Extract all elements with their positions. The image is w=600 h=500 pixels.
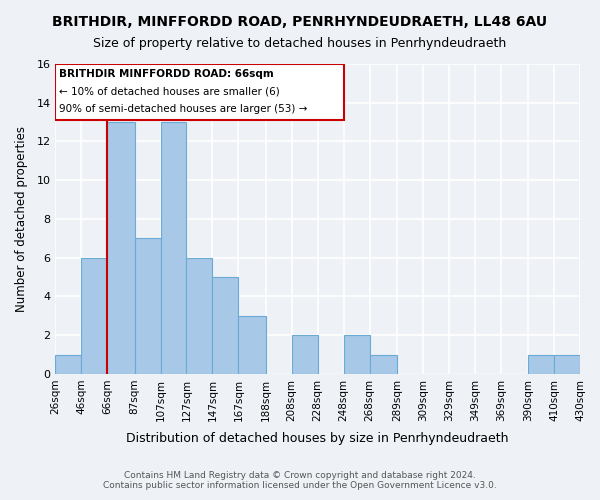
Y-axis label: Number of detached properties: Number of detached properties [15, 126, 28, 312]
Bar [528, 354, 554, 374]
Bar [212, 277, 238, 374]
Text: 90% of semi-detached houses are larger (53) →: 90% of semi-detached houses are larger (… [59, 104, 308, 114]
Bar [187, 258, 212, 374]
Text: BRITHDIR, MINFFORDD ROAD, PENRHYNDEUDRAETH, LL48 6AU: BRITHDIR, MINFFORDD ROAD, PENRHYNDEUDRAE… [52, 15, 548, 29]
Bar [238, 316, 266, 374]
Text: ← 10% of detached houses are smaller (6): ← 10% of detached houses are smaller (6) [59, 86, 280, 97]
Text: Size of property relative to detached houses in Penrhyndeudraeth: Size of property relative to detached ho… [94, 38, 506, 51]
Bar [292, 335, 317, 374]
Bar [554, 354, 580, 374]
Bar [161, 122, 187, 374]
Bar [107, 122, 134, 374]
Bar [55, 354, 81, 374]
Bar [344, 335, 370, 374]
Bar [370, 354, 397, 374]
Bar [81, 258, 107, 374]
Text: BRITHDIR MINFFORDD ROAD: 66sqm: BRITHDIR MINFFORDD ROAD: 66sqm [59, 70, 274, 80]
Text: Contains HM Land Registry data © Crown copyright and database right 2024.
Contai: Contains HM Land Registry data © Crown c… [103, 470, 497, 490]
Bar [134, 238, 161, 374]
X-axis label: Distribution of detached houses by size in Penrhyndeudraeth: Distribution of detached houses by size … [127, 432, 509, 445]
FancyBboxPatch shape [55, 64, 344, 120]
